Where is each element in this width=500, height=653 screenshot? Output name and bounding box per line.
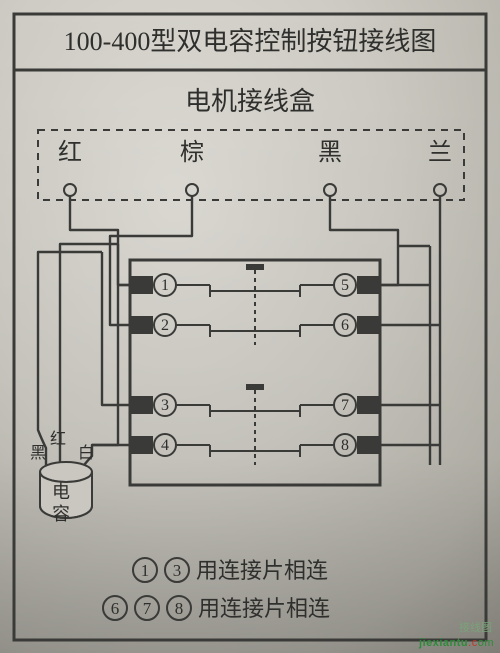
watermark-part: jiexiantu	[419, 637, 468, 649]
pad-number: 5	[341, 277, 349, 294]
terminal-label: 棕	[180, 139, 204, 166]
note-text: 用连接片相连	[198, 596, 330, 621]
watermark-part: .c	[468, 637, 478, 649]
pad-number: 6	[341, 317, 349, 334]
pad-number: 8	[341, 437, 349, 454]
pad-number: 2	[161, 317, 169, 334]
terminal-label: 黑	[318, 140, 342, 166]
watermark-part: om	[478, 637, 494, 649]
terminal-label: 兰	[428, 139, 452, 166]
note-num: 3	[173, 561, 182, 580]
watermark-cn: 接线图	[459, 619, 492, 635]
cap-wire-label-red: 红	[50, 430, 66, 448]
note-num: 7	[143, 599, 152, 618]
pad-number: 1	[161, 277, 169, 294]
capacitor-label-2: 容	[52, 504, 70, 524]
diagram-title: 100-400型双电容控制按钮接线图	[64, 27, 437, 56]
pad-number: 4	[161, 437, 169, 454]
pad-number: 3	[161, 397, 169, 414]
watermark-latin: jiexiantu.com	[419, 637, 494, 649]
capacitor-label-1: 电	[52, 482, 70, 502]
cap-wire-label-white: 白	[78, 444, 94, 462]
subtitle: 电机接线盒	[185, 87, 315, 116]
note-text: 用连接片相连	[196, 558, 328, 583]
note-num: 6	[111, 599, 120, 618]
note-num: 8	[175, 599, 184, 618]
cap-wire-label-black: 黑	[30, 445, 46, 462]
capacitor: 电 容	[40, 462, 92, 524]
terminal-label: 红	[58, 139, 82, 166]
pad-number: 7	[341, 397, 349, 414]
note-num: 1	[141, 561, 150, 580]
diagram-canvas: 100-400型双电容控制按钮接线图 电机接线盒 红 棕 黑 兰 1 2	[0, 0, 500, 653]
